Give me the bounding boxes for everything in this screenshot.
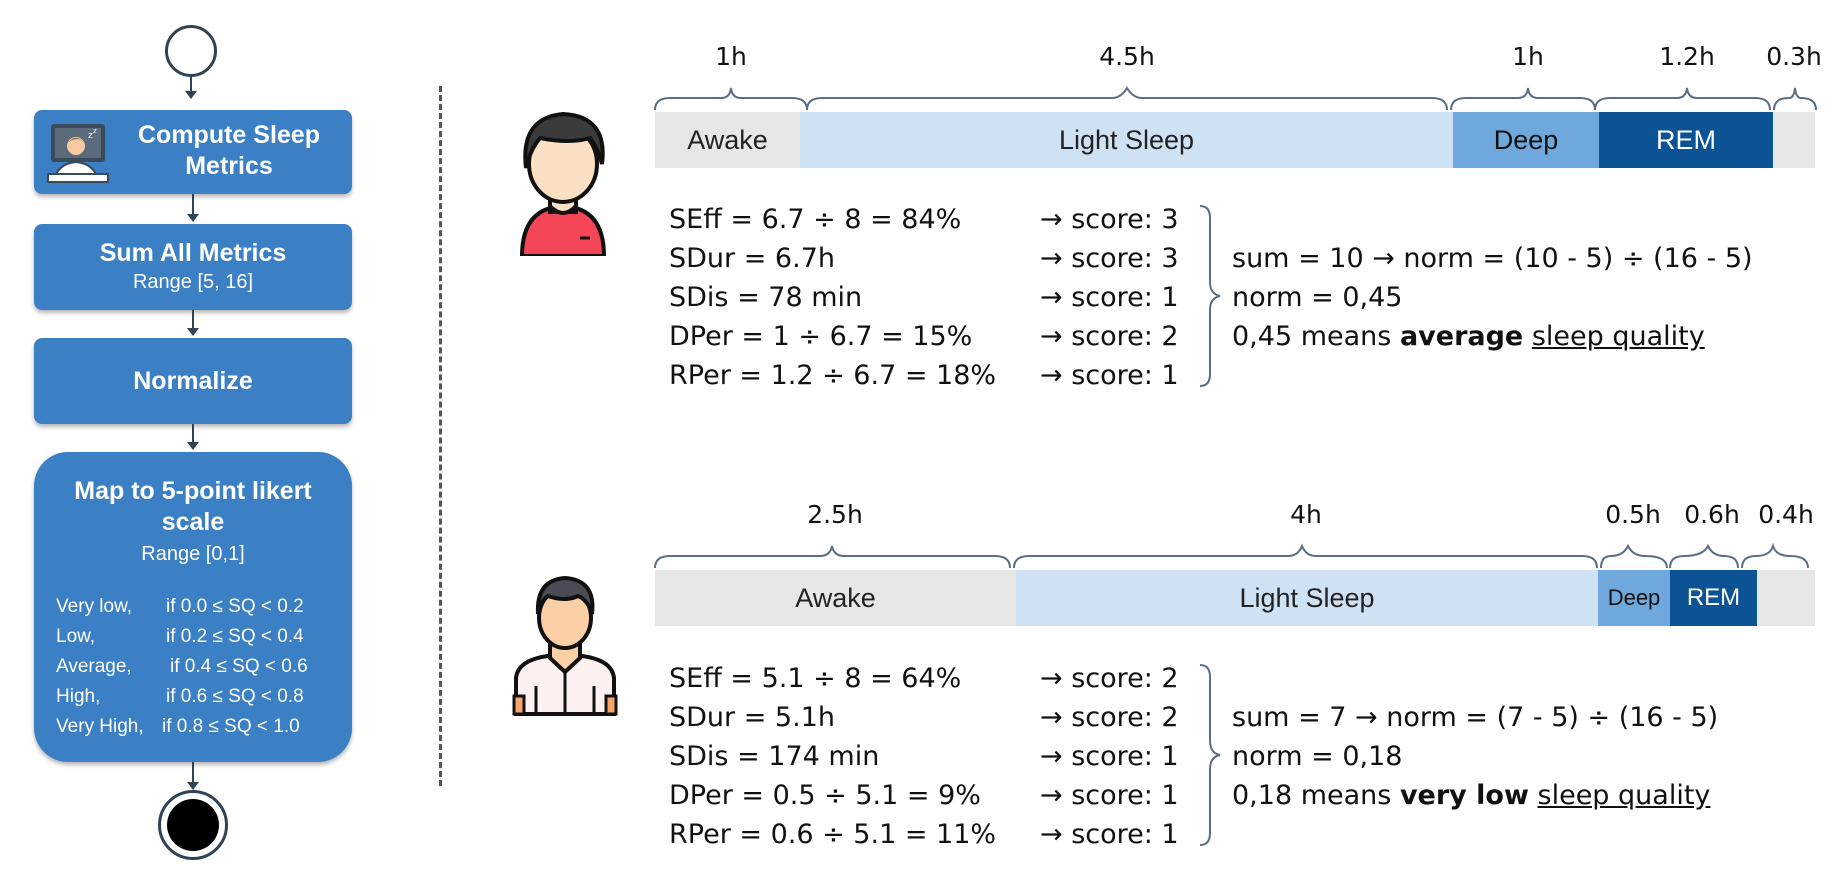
metric-formula: SDis = 174 min	[669, 741, 880, 772]
segment-rem: REM	[1599, 112, 1773, 168]
rule-label: Average,	[56, 656, 132, 677]
flow-arrow-head	[187, 442, 199, 450]
sum-line: sum = 7 → norm = (7 - 5) ÷ (16 - 5)	[1232, 702, 1719, 733]
sleep-timeline-bar: Awake Light Sleep Deep REM	[655, 570, 1815, 626]
metric-formula: SDur = 6.7h	[669, 243, 835, 274]
flow-arrow	[192, 310, 194, 328]
rule-label: High,	[56, 686, 101, 707]
rule-label: Very low,	[56, 596, 133, 617]
quality-tail: sleep quality	[1537, 780, 1711, 811]
metric-score: → score: 1	[1040, 282, 1179, 313]
flow-arrow	[192, 194, 194, 214]
sum-title: Sum All Metrics	[99, 239, 287, 267]
quality-line: 0,45 means average sleep quality	[1232, 321, 1705, 352]
sum-range: Range [5, 16]	[132, 271, 254, 293]
map-title: Map to 5-point likert scale	[74, 477, 312, 536]
metric-score: → score: 1	[1040, 780, 1179, 811]
start-node	[165, 25, 217, 77]
duration-label: 1h	[1512, 42, 1544, 71]
segment-rem: REM	[1670, 570, 1757, 626]
metric-formula: SDur = 5.1h	[669, 702, 835, 733]
quality-word: very low	[1399, 780, 1529, 811]
rule-condition: if 0.6 ≤ SQ < 0.8	[166, 686, 304, 707]
segment-awake: Awake	[655, 112, 800, 168]
segment-light-sleep: Light Sleep	[800, 112, 1453, 168]
sum-line: sum = 10 → norm = (10 - 5) ÷ (16 - 5)	[1232, 243, 1753, 274]
map-likert-box: Map to 5-point likert scale Range [0,1] …	[34, 452, 352, 762]
rule-label: Low,	[56, 626, 96, 647]
rule-condition: if 0.0 ≤ SQ < 0.2	[166, 596, 304, 617]
svg-text:z: z	[88, 131, 93, 141]
segment-awake: Awake	[655, 570, 1016, 626]
duration-label: 0.5h	[1605, 500, 1661, 529]
metric-formula: DPer = 0.5 ÷ 5.1 = 9%	[669, 780, 981, 811]
metric-score: → score: 2	[1040, 702, 1179, 733]
metric-formula: SEff = 5.1 ÷ 8 = 64%	[669, 663, 962, 694]
flow-arrow-head	[185, 91, 197, 99]
sleep-timeline-bar: Awake Light Sleep Deep REM	[655, 112, 1815, 168]
flow-arrow-head	[187, 328, 199, 336]
man-avatar-icon	[512, 575, 618, 716]
metric-score: → score: 1	[1040, 741, 1179, 772]
dashed-divider	[439, 86, 442, 786]
duration-braces	[654, 542, 1809, 569]
rule-condition: if 0.4 ≤ SQ < 0.6	[170, 656, 308, 677]
duration-label: 1h	[715, 42, 747, 71]
norm-line: norm = 0,45	[1232, 282, 1403, 313]
woman-avatar-icon	[519, 111, 607, 256]
segment-deep: Deep	[1453, 112, 1599, 168]
duration-label: 1.2h	[1659, 42, 1715, 71]
score-brace	[1199, 664, 1221, 846]
flow-arrow-head	[187, 214, 199, 222]
normalize-title: Normalize	[133, 367, 253, 395]
rule-condition: if 0.8 ≤ SQ < 1.0	[162, 716, 300, 737]
segment-tail	[1757, 570, 1815, 626]
normalize-box: Normalize	[34, 338, 352, 424]
means-prefix: 0,18 means	[1232, 780, 1392, 811]
quality-line: 0,18 means very low sleep quality	[1232, 780, 1710, 811]
flow-arrow	[192, 762, 194, 782]
map-range: Range [0,1]	[141, 543, 245, 565]
duration-label: 4.5h	[1099, 42, 1155, 71]
metric-score: → score: 2	[1040, 663, 1179, 694]
rule-condition: if 0.2 ≤ SQ < 0.4	[166, 626, 304, 647]
duration-label: 2.5h	[807, 500, 863, 529]
flow-arrow	[190, 77, 192, 91]
duration-label: 0.3h	[1766, 42, 1822, 71]
segment-deep: Deep	[1598, 570, 1670, 626]
quality-word: average	[1399, 321, 1524, 352]
metric-score: → score: 2	[1040, 321, 1179, 352]
metric-formula: SDis = 78 min	[669, 282, 863, 313]
means-prefix: 0,45 means	[1232, 321, 1392, 352]
metric-score: → score: 3	[1040, 204, 1179, 235]
metric-score: → score: 3	[1040, 243, 1179, 274]
segment-tail	[1773, 112, 1815, 168]
flow-arrow-head	[187, 782, 199, 790]
flow-arrow	[192, 424, 194, 442]
compute-title: Compute Sleep Metrics	[138, 121, 320, 180]
segment-light-sleep: Light Sleep	[1016, 570, 1598, 626]
norm-line: norm = 0,18	[1232, 741, 1403, 772]
compute-sleep-metrics-box: z z Compute Sleep Metrics	[34, 110, 352, 194]
duration-label: 0.4h	[1758, 500, 1814, 529]
metric-formula: DPer = 1 ÷ 6.7 = 15%	[669, 321, 973, 352]
duration-braces	[654, 86, 1817, 111]
sum-metrics-box: Sum All Metrics Range [5, 16]	[34, 224, 352, 310]
metric-formula: RPer = 1.2 ÷ 6.7 = 18%	[669, 360, 997, 391]
end-node	[158, 790, 228, 860]
duration-label: 0.6h	[1684, 500, 1740, 529]
score-brace	[1199, 205, 1221, 387]
sleeping-person-icon: z z	[47, 124, 109, 183]
metric-formula: SEff = 6.7 ÷ 8 = 84%	[669, 204, 962, 235]
duration-label: 4h	[1290, 500, 1322, 529]
metric-formula: RPer = 0.6 ÷ 5.1 = 11%	[669, 819, 997, 850]
rule-label: Very High,	[56, 716, 144, 737]
svg-text:z: z	[93, 127, 97, 135]
metric-score: → score: 1	[1040, 360, 1179, 391]
metric-score: → score: 1	[1040, 819, 1179, 850]
quality-tail: sleep quality	[1531, 321, 1705, 352]
